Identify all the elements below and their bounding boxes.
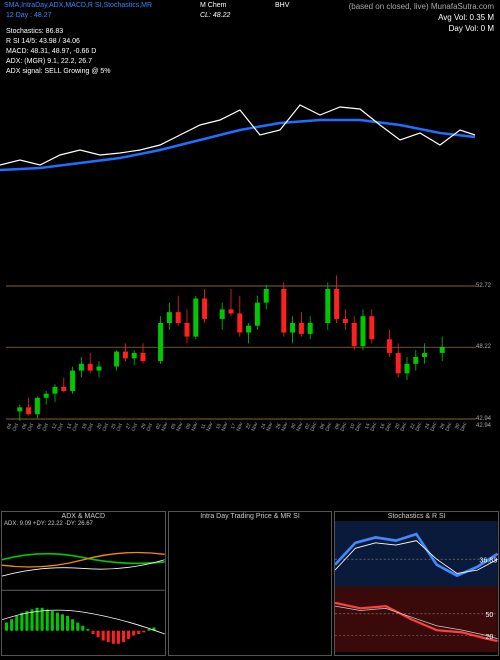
line-chart xyxy=(0,80,500,210)
candle-chart xyxy=(6,255,476,425)
svg-text:36.83: 36.83 xyxy=(480,555,498,564)
indicators-label: SMA,IntraDay,ADX,MACD,R SI,Stochastics,M… xyxy=(4,2,152,9)
y-label: 52.72 xyxy=(476,283,491,289)
svg-text:50: 50 xyxy=(486,610,494,619)
day-vol: Day Vol: 0 M xyxy=(349,24,494,33)
twelve-day-value: 12 Day : 48.27 xyxy=(6,12,52,19)
y-label: 42.94 xyxy=(476,416,491,422)
adx-macd-panel: ADX & MACD ADX: 9.09 +DY: 22.22 -DY: 26.… xyxy=(1,511,166,656)
adx-title: ADX & MACD xyxy=(2,512,165,521)
intra-body xyxy=(169,521,332,652)
bhv-label: BHV xyxy=(275,2,289,9)
source-label: (based on closed, live) MunafaSutra.com xyxy=(349,2,494,11)
y-label: 48.22 xyxy=(476,344,491,350)
macd-val: MACD: 48.31, 48.97, -0.66 D xyxy=(6,47,494,57)
adx-signal-val: ADX signal: SELL Growing @ 5% xyxy=(6,67,494,77)
right-info: (based on closed, live) MunafaSutra.com … xyxy=(349,2,494,35)
intra-title: Intra Day Trading Price & MR SI xyxy=(169,512,332,521)
sub-panels: ADX & MACD ADX: 9.09 +DY: 22.22 -DY: 26.… xyxy=(0,511,500,656)
x-axis-dates: 04 Oct06 Oct08 Oct12 Oct14 Oct18 Oct20 O… xyxy=(6,428,466,458)
avg-vol: Avg Vol: 0.35 M xyxy=(349,13,494,22)
symbol-label: M Chem xyxy=(200,2,226,9)
stoch-title: Stochastics & R SI xyxy=(335,512,498,521)
y-label: 42.94 xyxy=(476,423,491,429)
intraday-panel: Intra Day Trading Price & MR SI xyxy=(168,511,333,656)
adx-val: ADX: (MGR) 9.1, 22.2, 26.7 xyxy=(6,57,494,67)
svg-text:20: 20 xyxy=(486,632,494,641)
close-price: CL: 48.22 xyxy=(200,11,230,21)
rsi-val: R SI 14/5: 43.98 / 34.06 xyxy=(6,37,494,47)
stoch-rsi-panel: Stochastics & R SI 36.83 50 20 xyxy=(334,511,499,656)
